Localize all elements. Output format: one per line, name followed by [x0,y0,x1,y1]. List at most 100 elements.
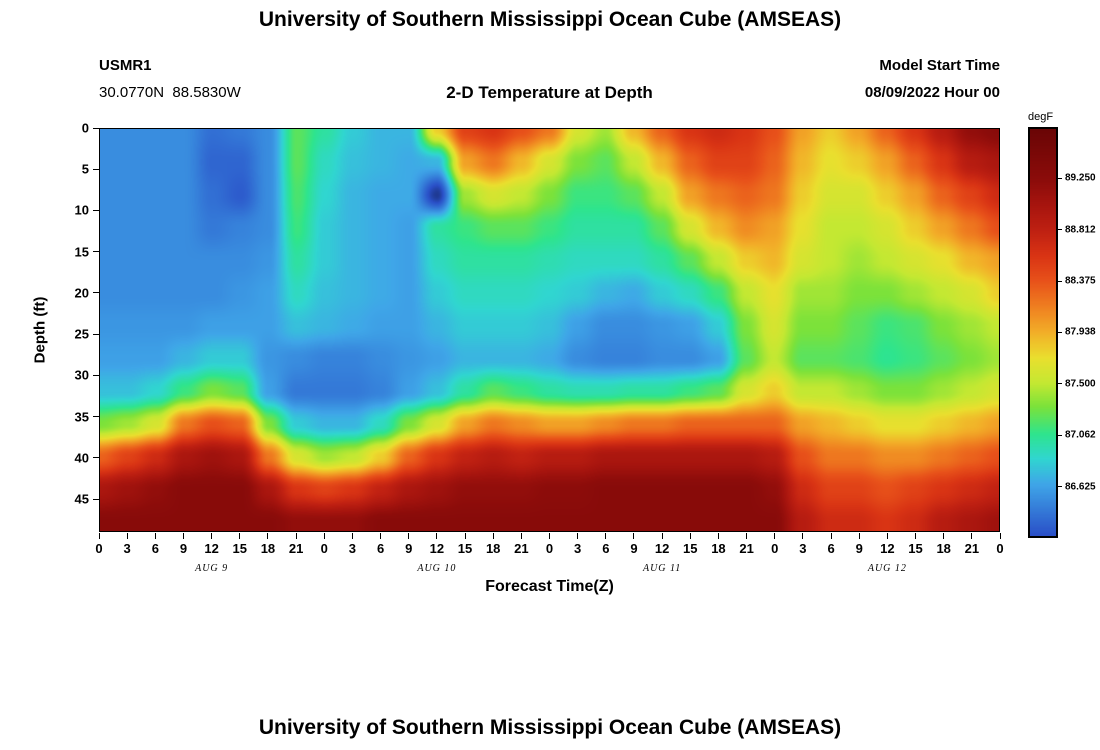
x-tick-label: 3 [348,541,357,556]
page-title: University of Southern Mississippi Ocean… [258,8,842,31]
y-tick-label: 15 [74,244,89,260]
x-tick-label: 0 [771,541,779,556]
y-tick-mark [93,209,99,211]
y-tick-label: 30 [74,367,89,383]
x-tick-label: 18 [936,541,951,556]
colorbar-tick-label: 87.938 [1065,326,1096,338]
x-tick-mark [492,533,494,539]
x-tick-label: 15 [908,541,923,556]
y-tick-label: 0 [81,120,89,136]
colorbar-tick-label: 88.375 [1065,275,1096,287]
colorbar-tick-mark [1058,177,1062,179]
y-tick-label: 35 [74,409,89,425]
x-tick-mark [154,533,156,539]
x-tick-label: 3 [799,541,807,556]
x-tick-mark [633,533,635,539]
y-tick-mark [93,416,99,418]
x-tick-mark [661,533,663,539]
colorbar-tick-mark [1058,383,1062,385]
x-tick-label: 0 [545,541,554,556]
x-tick-mark [182,533,184,539]
x-tick-mark [98,533,100,539]
x-tick-label: 9 [405,541,413,556]
x-tick-mark [689,533,691,539]
x-tick-label: 15 [232,541,248,556]
heatmap-plot-frame [99,128,1000,532]
x-tick-label: 15 [683,541,698,556]
x-tick-label: 12 [880,541,895,556]
y-tick-mark [93,251,99,253]
y-tick-mark [93,292,99,294]
x-tick-mark [943,533,945,539]
x-tick-label: 15 [457,541,473,556]
station-id-label: USMR1 [99,57,152,74]
x-tick-label: 3 [123,541,131,556]
x-tick-label: 9 [179,541,188,556]
second-plot-title: University of Southern Mississippi Ocean… [258,716,842,739]
x-tick-mark [380,533,382,539]
y-axis: 0 5 10 15 20 25 30 35 40 45 [54,121,99,532]
colorbar-tick-label: 87.062 [1065,429,1096,441]
x-tick-mark [774,533,776,539]
x-tick-mark [971,533,973,539]
x-tick-label: 3 [574,541,582,556]
colorbar-canvas [1030,129,1056,536]
y-tick-mark [93,374,99,376]
colorbar-frame [1028,127,1058,538]
x-tick-label: 21 [964,541,980,556]
x-tick-mark [605,533,607,539]
x-day-label: AUG 10 [417,563,457,574]
x-tick-label: 18 [485,541,501,556]
colorbar-tick-mark [1058,434,1062,436]
x-tick-label: 9 [630,541,638,556]
x-tick-mark [577,533,579,539]
x-tick-mark [746,533,748,539]
x-tick-mark [549,533,550,539]
x-tick-label: 6 [602,541,610,556]
x-tick-mark [858,533,860,539]
x-tick-mark [295,533,297,539]
y-tick-label: 40 [74,450,89,466]
x-tick-label: 12 [654,541,670,556]
x-axis: 0 3 6 9 12 15 18 21 0 3 6 9 12 15 18 21 0 3 6 9 12 15 18 21 0 3 6 9… [95,532,1004,578]
y-tick-label: 20 [74,285,89,301]
x-tick-label: 21 [739,541,754,556]
x-tick-mark [464,533,466,539]
x-tick-label: 12 [429,541,445,556]
x-tick-label: 9 [855,541,863,556]
x-tick-label: 0 [320,541,328,556]
colorbar-tick-mark [1058,331,1062,333]
x-tick-mark [999,533,1001,539]
y-tick-label: 5 [81,161,89,177]
x-tick-label: 18 [260,541,276,556]
colorbar-tick-mark [1058,280,1062,282]
y-axis-title: Depth (ft) [31,296,49,364]
x-tick-mark [520,533,522,539]
x-tick-mark [830,533,832,539]
colorbar-ticks: 89.250 88.812 88.375 87.938 87.500 87.062 86.6… [1058,127,1100,538]
x-tick-mark [323,533,325,539]
y-tick-mark [93,127,99,129]
colorbar-tick-mark [1058,486,1062,488]
temperature-heatmap-canvas [100,129,999,531]
y-tick-label: 45 [74,491,89,507]
y-tick-mark [93,457,99,459]
x-tick-mark [436,533,438,539]
y-tick-mark [93,498,99,500]
x-tick-label: 18 [711,541,726,556]
x-tick-label: 21 [514,541,529,556]
coordinates-label: 30.0770N 88.5830W [99,84,241,101]
colorbar-tick-label: 88.812 [1065,224,1096,236]
x-tick-label: 6 [376,541,385,556]
x-tick-mark [802,533,804,539]
x-axis-title: Forecast Time(Z) [485,578,614,595]
x-tick-mark [886,533,888,539]
x-day-label: AUG 12 [867,563,907,574]
x-tick-mark [915,533,917,539]
x-tick-mark [717,533,719,539]
y-tick-label: 10 [74,202,89,218]
model-start-time-value: 08/09/2022 Hour 00 [864,84,1000,101]
x-tick-mark [408,533,410,539]
x-tick-mark [211,533,213,539]
